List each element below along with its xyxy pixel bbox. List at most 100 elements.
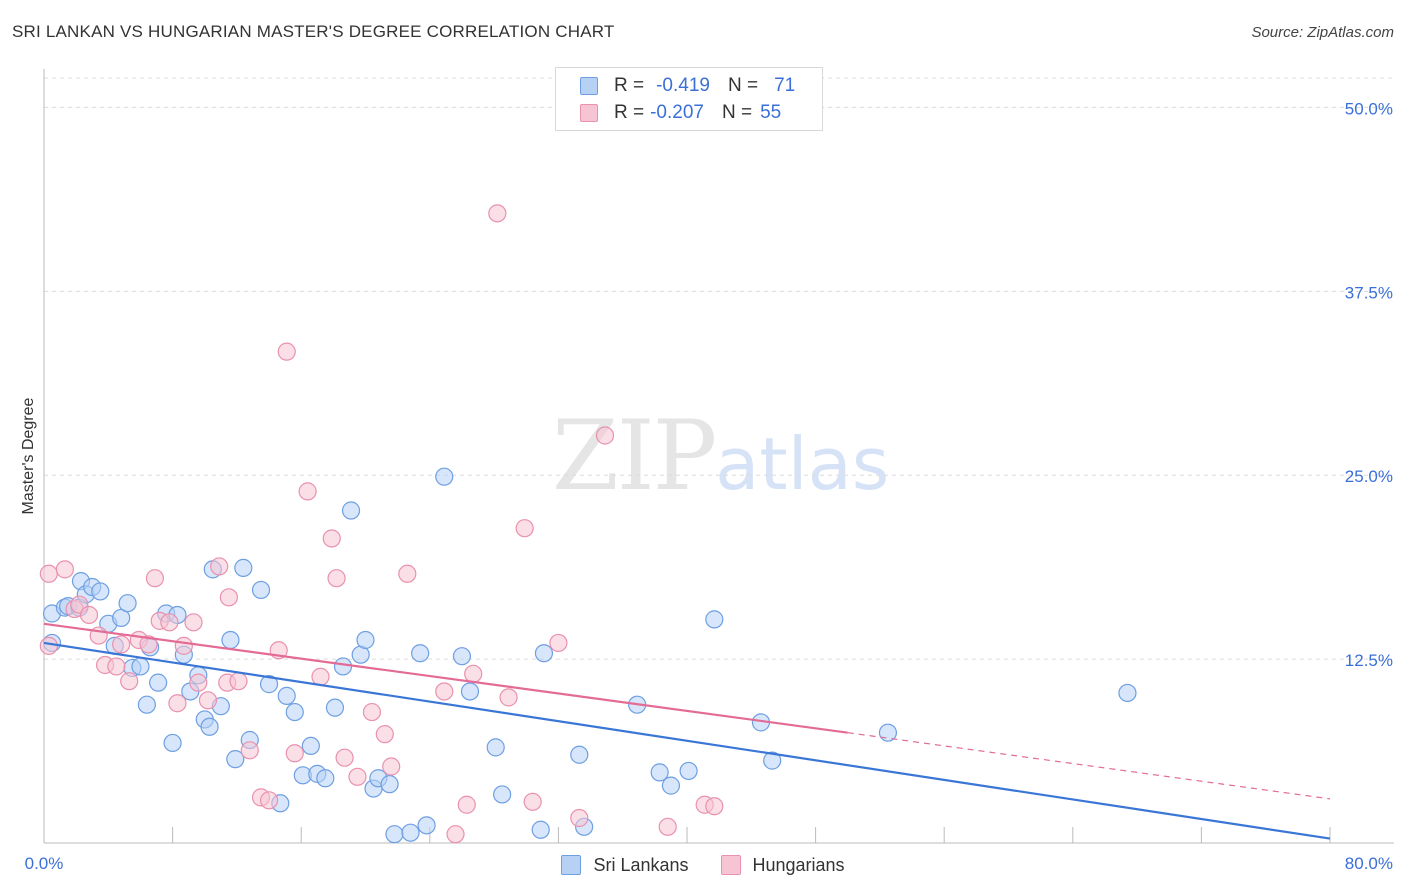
hungarian-point — [298, 482, 317, 501]
hungarian-point — [184, 613, 203, 632]
sri-lankan-point — [131, 657, 150, 676]
sri-lankan-point — [401, 823, 420, 842]
hungarian-point — [219, 588, 238, 607]
sri-lankan-point — [460, 682, 480, 701]
sri-lankan-point — [91, 582, 110, 601]
hungarian-point — [375, 725, 394, 744]
sri-lankan-point — [118, 594, 137, 613]
r-label: R = — [614, 102, 645, 123]
r-label: R = — [614, 75, 645, 96]
sri-lankan-point — [325, 698, 345, 717]
hungarian-point — [139, 635, 158, 654]
legend-item-sri-lankans[interactable]: Sri Lankans — [561, 854, 689, 876]
watermark-atlas: atlas — [715, 422, 890, 506]
sri-lankan-point — [661, 776, 681, 795]
sri-lankan-point — [763, 751, 782, 770]
sri-lankan-point — [534, 644, 554, 663]
hungarian-point — [515, 519, 534, 538]
series-legend: Sri Lankans Hungarians — [0, 851, 1406, 879]
hungarian-point — [488, 204, 507, 223]
sri-lankan-point — [531, 820, 550, 839]
hungarian-point — [120, 672, 139, 691]
y-tick-label: 12.5% — [1345, 651, 1393, 670]
sri-lankan-point — [650, 763, 669, 782]
hungarian-point — [335, 748, 354, 767]
hungarian-point — [39, 636, 58, 655]
hungarian-point — [348, 767, 367, 786]
sri-lankan-point — [452, 647, 472, 666]
hungarian-point — [229, 672, 248, 691]
hungarian-point — [174, 636, 193, 655]
hungarian-point — [705, 797, 724, 816]
y-tick-label: 50.0% — [1345, 99, 1393, 118]
hungarian-point — [523, 792, 542, 811]
sri-lankan-point — [301, 736, 320, 756]
hungarian-point — [322, 529, 341, 548]
legend-swatch-pink — [720, 855, 741, 875]
sri-lankan-point — [417, 816, 436, 835]
hungarian-point — [277, 342, 296, 361]
hungarian-point — [79, 605, 99, 625]
r-value: -0.207 — [650, 102, 704, 123]
sri-lankan-point — [137, 695, 156, 714]
chart-title: SRI LANKAN VS HUNGARIAN MASTER'S DEGREE … — [12, 22, 615, 41]
hungarian-point — [570, 808, 589, 828]
hungarian-point — [55, 560, 74, 579]
sri-lankan-point — [486, 738, 505, 757]
sri-lankan-point — [1118, 683, 1137, 703]
sri-lankan-point — [493, 785, 512, 804]
sri-lankan-point — [356, 630, 375, 650]
sri-lankan-point — [435, 467, 454, 486]
hungarian-trend-line — [43, 622, 848, 734]
sri-lankan-point — [251, 580, 271, 600]
hungarian-point — [658, 817, 677, 836]
sri-lankan-point — [200, 717, 219, 736]
sri-lankan-point — [380, 775, 399, 794]
stats-legend-row-sri-lankans: R = -0.419 N = 71 — [580, 73, 795, 99]
hungarian-point — [398, 564, 417, 583]
x-tick-label: 0.0% — [25, 854, 64, 873]
hungarian-point — [285, 744, 304, 763]
y-tick-label: 25.0% — [1345, 467, 1393, 486]
sri-lankan-point — [705, 610, 724, 629]
hungarian-point — [210, 557, 229, 576]
sri-lankan-point — [226, 750, 245, 769]
sri-lankan-point — [316, 769, 335, 788]
hungarian-point — [499, 688, 518, 707]
hungarian-point — [595, 426, 615, 445]
hungarian-point — [160, 613, 179, 632]
sri-lankan-point — [679, 761, 698, 781]
n-label: N = — [727, 75, 759, 96]
hungarian-point — [168, 694, 187, 713]
legend-swatch-pink — [580, 104, 598, 122]
watermark: ZIPatlas — [552, 400, 889, 512]
sri-lankan-point — [333, 657, 353, 676]
sri-lankan-point — [341, 501, 361, 520]
hungarian-point — [457, 795, 476, 814]
hungarian-point — [327, 569, 346, 588]
hungarian-point — [145, 569, 165, 588]
sri-lankan-point — [221, 630, 240, 650]
hungarian-point — [240, 741, 259, 760]
hungarian-point — [446, 825, 465, 844]
hungarian-trend-extension — [847, 732, 1331, 800]
legend-item-hungarians[interactable]: Hungarians — [720, 855, 845, 876]
hungarian-point — [362, 702, 382, 722]
sri-lankan-point — [277, 686, 296, 705]
hungarian-point — [549, 633, 568, 653]
hungarian-point — [464, 664, 483, 683]
hungarian-point — [189, 673, 208, 692]
sri-lankan-point — [570, 745, 589, 764]
hungarian-point — [382, 757, 401, 776]
watermark-zip: ZIP — [552, 400, 717, 512]
sri-lankan-point — [285, 702, 304, 722]
hungarian-point — [259, 791, 279, 810]
r-value: -0.419 — [656, 75, 710, 96]
sri-lankan-point — [163, 733, 182, 753]
sri-lankan-point — [234, 558, 253, 577]
sri-lankan-trend-line — [43, 641, 1331, 840]
legend-swatch-blue — [561, 855, 582, 875]
legend-label: Sri Lankans — [593, 854, 689, 875]
sri-lankan-point — [149, 673, 168, 692]
